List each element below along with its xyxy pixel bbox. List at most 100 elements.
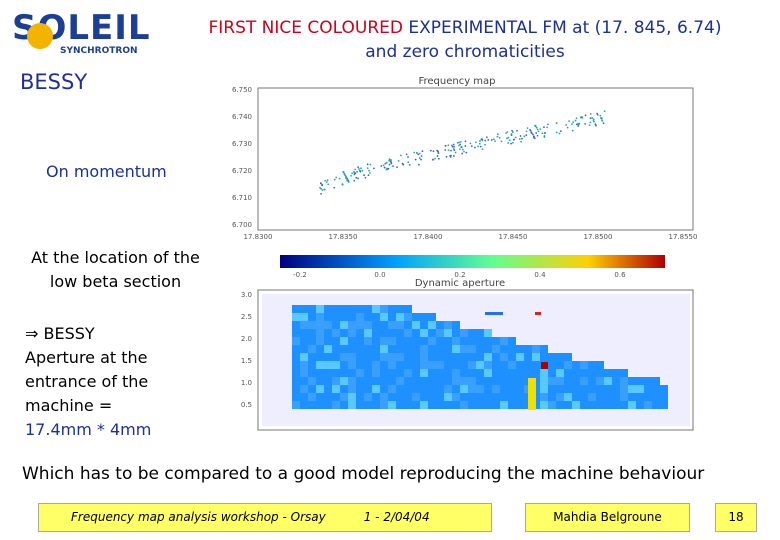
da-cell [332,369,340,377]
fm-point [401,162,404,165]
da-cell [340,401,348,409]
fm-point [589,112,592,115]
da-cell [500,353,508,361]
da-cell [612,377,620,385]
fm-point [456,141,459,144]
da-cell [620,377,628,385]
da-cell [428,345,436,353]
da-cell [380,369,388,377]
da-cell [316,329,324,337]
da-cell [492,369,500,377]
da-cell [540,353,548,361]
da-cell [404,361,412,369]
da-cell [300,361,308,369]
da-cell [316,321,324,329]
fm-point [568,120,570,123]
fm-point [484,139,487,142]
fm-point [580,116,582,119]
da-cell [492,337,500,345]
da-cell [628,393,636,401]
da-cell [356,321,364,329]
da-cell [516,345,524,353]
da-cell [292,369,300,377]
da-cell [500,361,508,369]
fm-point [388,163,391,166]
fm-point [512,141,514,144]
da-cell [476,353,484,361]
da-cell [436,321,444,329]
fm-point [508,139,511,142]
da-cell [388,377,396,385]
da-cell [468,353,476,361]
fm-point [514,136,517,139]
da-cell [516,353,524,361]
da-cell [428,329,436,337]
da-cell [308,353,316,361]
da-cell [460,361,468,369]
da-cell [420,337,428,345]
da-cell [524,353,532,361]
da-cell [436,393,444,401]
da-cell [412,385,420,393]
da-cell [548,377,556,385]
fm-point [353,171,356,174]
fm-point [480,138,483,141]
da-cell [596,385,604,393]
da-cell [300,337,308,345]
fm-point [444,149,447,151]
da-cell [292,337,300,345]
da-cell [596,393,604,401]
fm-point [452,143,455,146]
da-cell [396,401,404,409]
da-cell [428,377,436,385]
da-cell [468,401,476,409]
da-cell [420,353,428,361]
da-cell [372,393,380,401]
fm-point [529,129,532,132]
da-cell [380,385,388,393]
fm-point [420,158,423,161]
da-cell [348,401,356,409]
da-cell [364,401,372,409]
da-cell [308,329,316,337]
fm-point [458,144,460,147]
fm-points [319,110,606,195]
da-cell [452,385,460,393]
fm-point [572,121,575,124]
da-cell [444,353,452,361]
da-cell [452,401,460,409]
footer-bar: Frequency map analysis workshop - Orsay 1… [38,503,492,532]
da-cell [444,345,452,353]
da-cell [388,369,396,377]
da-cell [500,337,508,345]
fm-point [518,138,521,140]
fm-point [397,160,400,162]
da-cell [620,385,628,393]
da-cell [508,393,516,401]
da-cell [340,393,348,401]
da-cell [396,353,404,361]
da-cell [420,329,428,337]
da-cell [364,329,372,337]
da-cell [364,337,372,345]
fm-point [555,131,558,134]
da-map [262,294,690,426]
da-cell [580,401,588,409]
fm-point [574,119,577,122]
da-cell [548,361,556,369]
da-cell [324,329,332,337]
da-cell [348,345,356,353]
da-cell [364,385,372,393]
fm-point [464,140,467,143]
da-cell [372,369,380,377]
da-cell [420,369,428,377]
da-cell [468,377,476,385]
fm-point [535,132,538,134]
fm-point [602,122,605,125]
fm-point [418,157,421,159]
da-cell [532,353,540,361]
da-cell [444,337,452,345]
da-cell [340,337,348,345]
da-cell [412,329,420,337]
da-cell [340,377,348,385]
